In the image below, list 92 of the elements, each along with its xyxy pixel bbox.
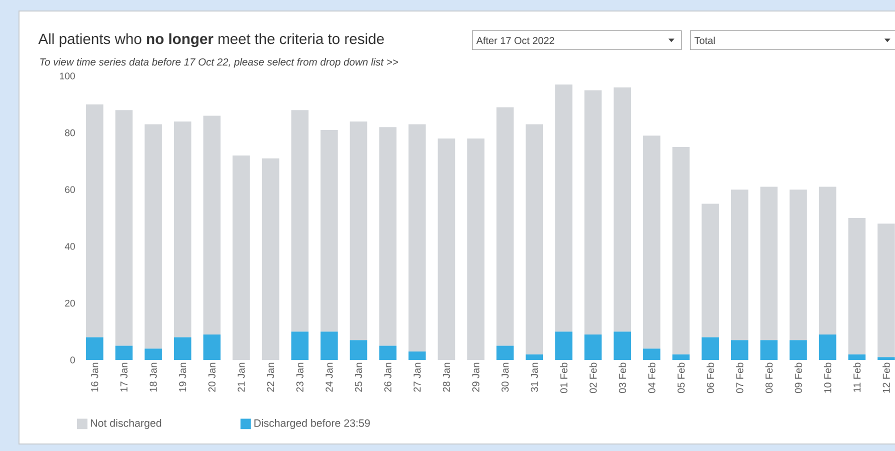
x-tick-label: 06 Feb: [706, 362, 714, 394]
bar: [818, 186, 836, 334]
chart-title: All patients who no longer meet the criteria to reside: [38, 33, 384, 48]
x-tick-label: 08 Feb: [765, 362, 773, 394]
bar: [320, 130, 338, 332]
bar: [672, 147, 690, 354]
x-tick-label: 12 Feb: [882, 362, 890, 393]
x-tick-label: 20 Jan: [208, 362, 216, 392]
bar: [320, 332, 338, 360]
x-tick-label: 04 Feb: [648, 362, 656, 394]
bar: [555, 84, 572, 332]
bar: [878, 224, 895, 358]
bar: [848, 354, 866, 360]
legend-label: Not discharged: [90, 419, 162, 429]
bar: [496, 107, 514, 346]
x-tick-label: 02 Feb: [589, 362, 597, 394]
bar: [760, 186, 778, 340]
bar: [848, 218, 866, 354]
x-tick-label: 17 Jan: [120, 362, 128, 392]
chart-subtitle: To view time series data before 17 Oct 22, please select from drop down list >>: [40, 58, 398, 68]
x-tick-label: 10 Feb: [824, 362, 832, 393]
bar: [614, 332, 632, 360]
x-tick-label: 11 Feb: [853, 362, 861, 392]
bar: [174, 337, 192, 360]
bar: [203, 116, 221, 334]
bar: [730, 340, 748, 360]
legend-label: Discharged before 23:59: [254, 419, 370, 429]
bar: [86, 104, 104, 338]
x-tick-label: 30 Jan: [502, 362, 509, 392]
bar: [672, 354, 690, 360]
x-tick-label: 29 Jan: [472, 362, 480, 392]
bar: [262, 158, 280, 360]
bar: [790, 190, 807, 340]
bar: [115, 346, 133, 360]
bar: [408, 124, 426, 352]
x-tick-label: 21 Jan: [238, 362, 245, 392]
x-tick-label: 22 Jan: [267, 362, 274, 392]
text: Total: [694, 36, 715, 44]
bar: [174, 121, 192, 338]
x-tick-label: 03 Feb: [618, 362, 626, 394]
y-tick-label: 0: [70, 356, 75, 364]
text: After 17 Oct 2022: [476, 36, 554, 44]
x-tick-label: 24 Jan: [326, 362, 333, 392]
bar: [790, 340, 807, 360]
bar: [232, 156, 250, 360]
bar: [702, 204, 719, 338]
x-tick-label: 23 Jan: [296, 362, 304, 392]
y-tick-label: 20: [65, 300, 75, 307]
bar: [818, 334, 836, 360]
y-tick-label: 40: [64, 243, 75, 250]
x-tick-label: 16 Jan: [91, 362, 98, 392]
x-tick-label: 01 Feb: [560, 362, 568, 394]
bar: [643, 136, 660, 349]
bar: [496, 346, 514, 360]
bar: [291, 110, 309, 332]
bar: [144, 348, 162, 360]
bar: [730, 190, 748, 340]
x-tick-label: 26 Jan: [384, 362, 392, 392]
bar: [878, 357, 895, 360]
x-tick-label: 05 Feb: [677, 362, 685, 394]
bar: [203, 334, 221, 360]
x-tick-label: 19 Jan: [179, 362, 186, 392]
bar: [379, 346, 396, 360]
x-tick-label: 31 Jan: [530, 362, 538, 392]
y-tick-label: 60: [65, 186, 75, 193]
bar: [115, 110, 133, 346]
bar: [144, 124, 162, 349]
x-tick-label: 25 Jan: [354, 362, 362, 392]
x-tick-label: 09 Feb: [794, 362, 802, 394]
bar: [379, 127, 396, 346]
x-tick-label: 27 Jan: [414, 362, 421, 392]
bar: [86, 337, 104, 360]
bar: [438, 138, 456, 360]
x-tick-label: 28 Jan: [442, 362, 450, 392]
bar: [526, 354, 544, 360]
bar: [350, 121, 368, 340]
bar: [555, 332, 572, 360]
x-tick-label: 07 Feb: [736, 362, 744, 394]
bar: [584, 90, 602, 334]
bar: [614, 87, 632, 332]
bar: [350, 340, 368, 360]
bar: [702, 337, 719, 360]
y-tick-label: 80: [65, 129, 75, 136]
bar: [643, 348, 660, 360]
bar: [467, 138, 484, 360]
bar: [526, 124, 544, 354]
bar: [760, 340, 778, 360]
bar: [408, 351, 426, 360]
x-tick-label: 18 Jan: [150, 362, 157, 392]
bar: [584, 334, 602, 360]
bar: [291, 332, 309, 360]
y-tick-label: 100: [60, 72, 75, 80]
